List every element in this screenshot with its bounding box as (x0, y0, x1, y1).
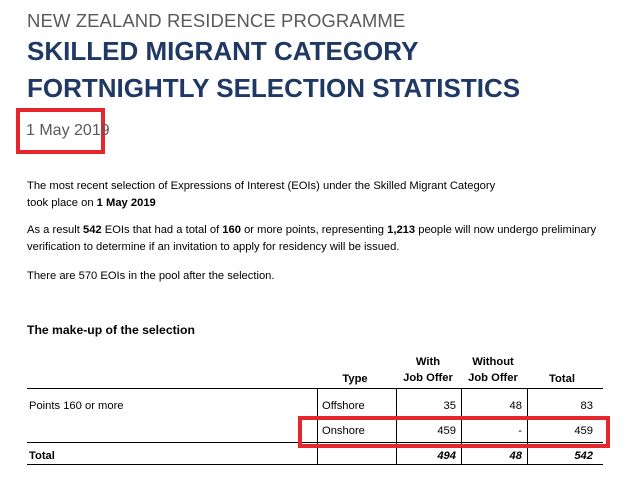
selection-date: 1 May 2019 (26, 122, 110, 139)
table-row-rule (27, 442, 603, 443)
onshore-row-highlight (298, 416, 610, 448)
onshore-total: 459 (574, 425, 593, 437)
table-col-divider (461, 388, 462, 465)
row-type-offshore: Offshore (322, 400, 365, 412)
col-header-without-line-1: Without (472, 356, 514, 368)
intro-p1-line-1: The most recent selection of Expressions… (27, 180, 496, 192)
intro-p2-text-b: EOIs that had a total of (101, 224, 223, 236)
row-type-onshore: Onshore (322, 425, 365, 437)
onshore-without-job-offer: - (518, 425, 522, 437)
date-highlight-box (16, 108, 105, 154)
total-without-job-offer: 48 (509, 450, 522, 462)
intro-paragraph-1: The most recent selection of Expressions… (27, 178, 495, 212)
page-title-line-1: SKILLED MIGRANT CATEGORY (27, 36, 419, 66)
offshore-total: 83 (580, 400, 593, 412)
onshore-with-job-offer: 459 (437, 425, 456, 437)
col-header-with-line-1: With (415, 356, 441, 368)
total-with-job-offer: 494 (437, 450, 456, 462)
grand-total: 542 (574, 450, 593, 462)
points-threshold: 160 (222, 224, 241, 236)
intro-paragraph-2: As a result 542 EOIs that had a total of… (27, 222, 627, 256)
col-header-without-line-2: Job Offer (468, 372, 518, 384)
col-header-type: Type (342, 373, 368, 385)
selected-eoi-count: 542 (82, 224, 102, 236)
row-label-points: Points 160 or more (29, 400, 124, 412)
table-col-divider (396, 388, 397, 465)
intro-p1-line-2: took place on 1 May 2019 (27, 195, 495, 212)
section-title: The make-up of the selection (27, 323, 195, 337)
col-header-without-job-offer: Without Job Offer (462, 354, 524, 386)
intro-p2-text-c: or more points, representing (240, 224, 388, 236)
table-bottom-rule (27, 464, 603, 465)
table-header-rule (27, 388, 603, 389)
table-col-divider (527, 388, 528, 465)
programme-heading: NEW ZEALAND RESIDENCE PROGRAMME (27, 10, 406, 31)
intro-p1-text: took place on (27, 197, 97, 209)
col-header-with-job-offer: With Job Offer (398, 354, 458, 386)
intro-p2-text-a: As a result (27, 224, 83, 236)
intro-p2-line-2: verification to determine if an invitati… (27, 241, 400, 253)
intro-p1-date: 1 May 2019 (96, 197, 156, 209)
table-col-divider (317, 388, 318, 465)
offshore-without-job-offer: 48 (509, 400, 522, 412)
total-row-label: Total (29, 450, 55, 462)
intro-paragraph-3: There are 570 EOIs in the pool after the… (27, 270, 275, 282)
col-header-total: Total (549, 373, 575, 385)
people-count: 1,213 (387, 224, 416, 236)
col-header-with-line-2: Job Offer (403, 372, 453, 384)
intro-p2-text-d: people will now undergo preliminary (415, 224, 597, 236)
offshore-with-job-offer: 35 (443, 400, 456, 412)
intro-p2-line-1: As a result 542 EOIs that had a total of… (27, 222, 627, 239)
page-title-line-2: FORTNIGHTLY SELECTION STATISTICS (27, 73, 521, 103)
